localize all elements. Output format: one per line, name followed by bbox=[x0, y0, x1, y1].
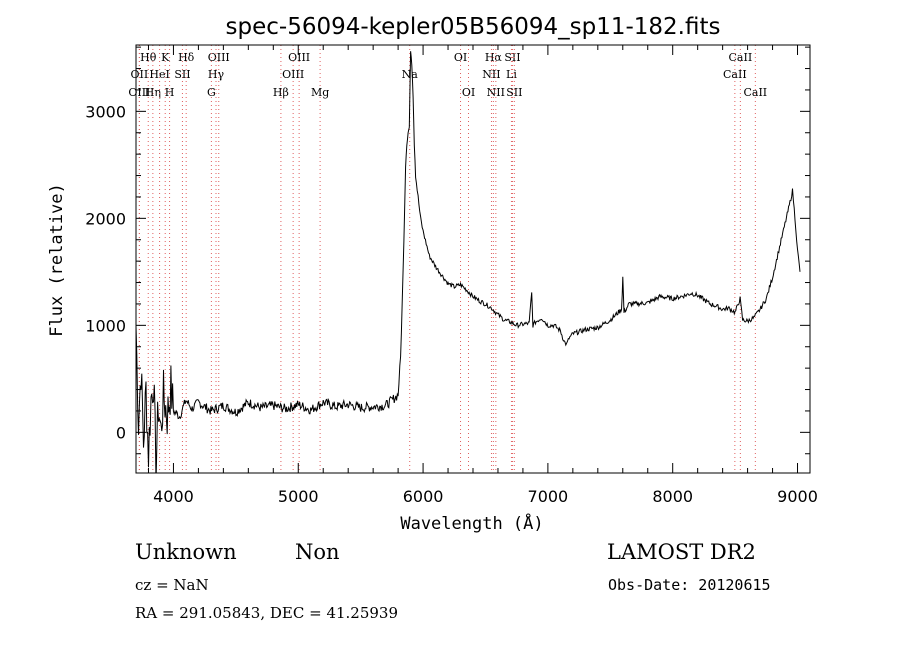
spectrum-chart: spec-56094-kepler05B56094_sp11-182.fits … bbox=[47, 14, 818, 534]
spectral-line-label: CaII bbox=[729, 51, 753, 64]
x-tick-label: 8000 bbox=[652, 487, 693, 506]
spectral-line-label: H bbox=[165, 86, 175, 99]
spectral-line-label: K bbox=[161, 51, 170, 64]
spectral-line-label: Hθ bbox=[140, 51, 157, 64]
x-tick-label: 6000 bbox=[403, 487, 444, 506]
spectral-line-label: OIII bbox=[282, 68, 304, 81]
spectral-line-label: SII bbox=[174, 68, 190, 81]
x-axis-title: Wavelength (Å) bbox=[400, 512, 543, 534]
observation-date: Obs-Date: 20120615 bbox=[608, 576, 771, 594]
spectral-line-label: CaII bbox=[743, 86, 767, 99]
spectral-line-label: OI bbox=[462, 86, 475, 99]
spectral-line-label: Li bbox=[506, 68, 517, 81]
spectral-line-label: NII bbox=[482, 68, 500, 81]
spectral-line-label: OII bbox=[131, 68, 149, 81]
plot-axes: 4000 5000 6000 7000 8000 9000 0 1000 2000 3000 bbox=[85, 44, 818, 506]
y-tick-label: 0 bbox=[116, 423, 126, 442]
spectrum-series bbox=[136, 51, 801, 473]
x-tick-label: 9000 bbox=[777, 487, 818, 506]
spectral-line-label: CaII bbox=[723, 68, 747, 81]
spectral-line-label: Hη bbox=[145, 86, 161, 99]
chart-title: spec-56094-kepler05B56094_sp11-182.fits bbox=[226, 14, 721, 40]
spectral-line-label: G bbox=[207, 86, 216, 99]
spectral-line-label: OI bbox=[454, 51, 467, 64]
spectral-line-label: NII bbox=[487, 86, 505, 99]
spectral-line-label: Hγ bbox=[208, 68, 225, 81]
spectral-line-label: HeI bbox=[149, 68, 169, 81]
spectral-line-label: OIII bbox=[208, 51, 230, 64]
y-tick-label: 1000 bbox=[85, 316, 126, 335]
spectral-line-label: Hα bbox=[485, 51, 503, 64]
spectral-line-label: Mg bbox=[311, 86, 329, 99]
plot-frame bbox=[135, 44, 811, 474]
object-class: Unknown bbox=[135, 540, 237, 564]
x-tick-label: 5000 bbox=[278, 487, 319, 506]
spectral-line-label: Hβ bbox=[273, 86, 289, 99]
spectrum-line bbox=[136, 51, 801, 473]
y-tick-label: 2000 bbox=[85, 209, 126, 228]
y-tick-label: 3000 bbox=[85, 102, 126, 121]
y-axis-title: Flux (relative) bbox=[47, 183, 67, 337]
x-tick-label: 7000 bbox=[528, 487, 569, 506]
spectral-line-label: SII bbox=[506, 86, 522, 99]
spectral-line-label: Hδ bbox=[178, 51, 195, 64]
object-subclass: Non bbox=[295, 540, 340, 564]
redshift-value: cz = NaN bbox=[135, 576, 209, 594]
spectral-line-label: SII bbox=[504, 51, 520, 64]
coordinates: RA = 291.05843, DEC = 41.25939 bbox=[135, 604, 399, 622]
x-tick-label: 4000 bbox=[153, 487, 194, 506]
spectral-line-label: OIII bbox=[128, 86, 150, 99]
survey-name: LAMOST DR2 bbox=[607, 540, 756, 564]
spectral-line-label: OIII bbox=[288, 51, 310, 64]
